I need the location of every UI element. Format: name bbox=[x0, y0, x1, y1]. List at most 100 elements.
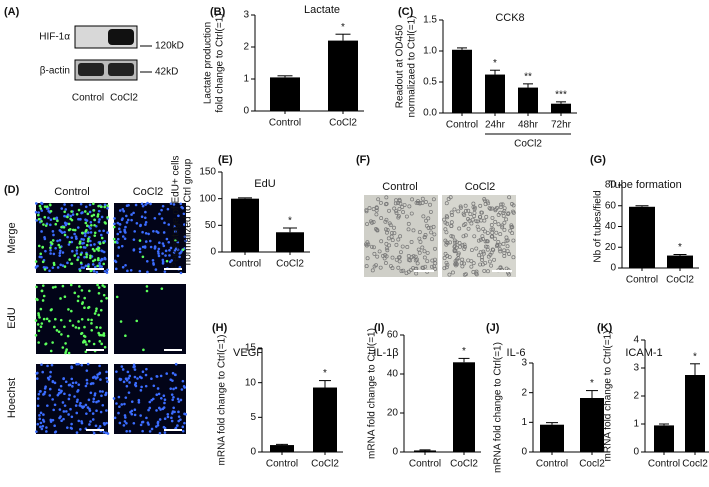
column-label: Control bbox=[54, 186, 89, 198]
cell bbox=[84, 384, 88, 388]
cell bbox=[89, 231, 93, 234]
cell bbox=[76, 299, 80, 303]
cell bbox=[40, 220, 43, 223]
cell bbox=[63, 404, 67, 407]
cell bbox=[92, 209, 96, 212]
x-tick-label: Control bbox=[409, 459, 441, 470]
cell bbox=[75, 252, 79, 255]
cell bbox=[118, 209, 122, 212]
cell bbox=[130, 218, 133, 222]
cell bbox=[70, 422, 73, 426]
size-label: 42kD bbox=[155, 67, 178, 78]
bar bbox=[580, 398, 604, 452]
cell bbox=[130, 213, 133, 216]
cell bbox=[444, 240, 449, 245]
cell bbox=[498, 205, 503, 210]
cell bbox=[87, 305, 91, 309]
cell bbox=[69, 283, 73, 287]
cell bbox=[64, 380, 68, 384]
cell bbox=[146, 201, 149, 205]
cell bbox=[424, 218, 428, 223]
cell bbox=[56, 219, 59, 223]
cell bbox=[43, 268, 47, 271]
cell bbox=[68, 319, 72, 323]
cell bbox=[472, 205, 477, 210]
cell bbox=[458, 204, 463, 209]
cell bbox=[479, 210, 484, 215]
cell bbox=[433, 246, 437, 251]
cell bbox=[464, 272, 468, 277]
cell bbox=[38, 417, 41, 421]
x-tick-label: CoCl2 bbox=[311, 459, 339, 470]
cell bbox=[62, 410, 66, 413]
cell bbox=[100, 215, 104, 219]
micrograph bbox=[35, 362, 110, 435]
cell bbox=[100, 299, 103, 303]
cell bbox=[483, 244, 488, 249]
cell bbox=[80, 231, 84, 235]
cell bbox=[160, 217, 164, 220]
cell bbox=[428, 225, 433, 230]
cell bbox=[51, 239, 55, 242]
y-axis-label: mRNA fold change to Ctrl(=1) bbox=[603, 331, 614, 462]
cell bbox=[386, 236, 391, 241]
significance: * bbox=[462, 346, 466, 357]
cell bbox=[53, 381, 57, 385]
cell bbox=[43, 205, 47, 208]
cell bbox=[445, 221, 450, 226]
cell bbox=[397, 206, 402, 211]
cell bbox=[70, 236, 74, 239]
cell bbox=[132, 211, 135, 215]
cell bbox=[128, 429, 132, 433]
cell bbox=[98, 218, 101, 221]
cell bbox=[144, 384, 148, 388]
cell bbox=[176, 240, 180, 244]
cell bbox=[40, 427, 44, 431]
cell bbox=[406, 227, 411, 232]
cell bbox=[144, 231, 148, 235]
cell bbox=[88, 256, 92, 260]
significance: * bbox=[590, 378, 594, 389]
cell bbox=[105, 370, 108, 374]
cell bbox=[67, 243, 71, 246]
cell bbox=[150, 377, 153, 381]
cell bbox=[493, 236, 497, 241]
significance: ** bbox=[524, 72, 532, 83]
cell bbox=[496, 240, 501, 244]
micrograph bbox=[34, 201, 110, 274]
cell bbox=[106, 216, 109, 219]
cell bbox=[151, 259, 155, 262]
cell bbox=[37, 312, 40, 315]
cell bbox=[489, 222, 494, 227]
y-tick-label: 0 bbox=[250, 447, 256, 458]
cell bbox=[115, 370, 118, 373]
cell bbox=[497, 247, 502, 252]
image-bg bbox=[114, 284, 186, 354]
cell bbox=[39, 421, 43, 425]
cell bbox=[88, 339, 91, 343]
y-tick-label: 0.5 bbox=[423, 77, 437, 88]
cell bbox=[377, 249, 382, 254]
y-axis-label: normalizaed to Ctrl(=1) bbox=[407, 16, 418, 118]
cell bbox=[397, 255, 402, 260]
cell bbox=[372, 251, 377, 256]
cell bbox=[45, 317, 49, 321]
cell bbox=[86, 239, 90, 243]
cell bbox=[165, 259, 169, 263]
cell bbox=[63, 230, 66, 234]
cell bbox=[73, 395, 76, 398]
cell bbox=[165, 237, 169, 241]
cell bbox=[149, 245, 153, 249]
cell bbox=[59, 263, 62, 267]
cell bbox=[133, 230, 137, 233]
y-tick-label: 1 bbox=[521, 417, 527, 428]
cell bbox=[174, 247, 178, 250]
y-tick-label: 150 bbox=[199, 167, 216, 178]
cell bbox=[125, 384, 129, 388]
cell bbox=[90, 329, 94, 332]
cell bbox=[448, 240, 453, 245]
cell bbox=[97, 291, 101, 295]
cell bbox=[511, 210, 516, 215]
cell bbox=[80, 332, 83, 336]
cell bbox=[170, 259, 173, 262]
